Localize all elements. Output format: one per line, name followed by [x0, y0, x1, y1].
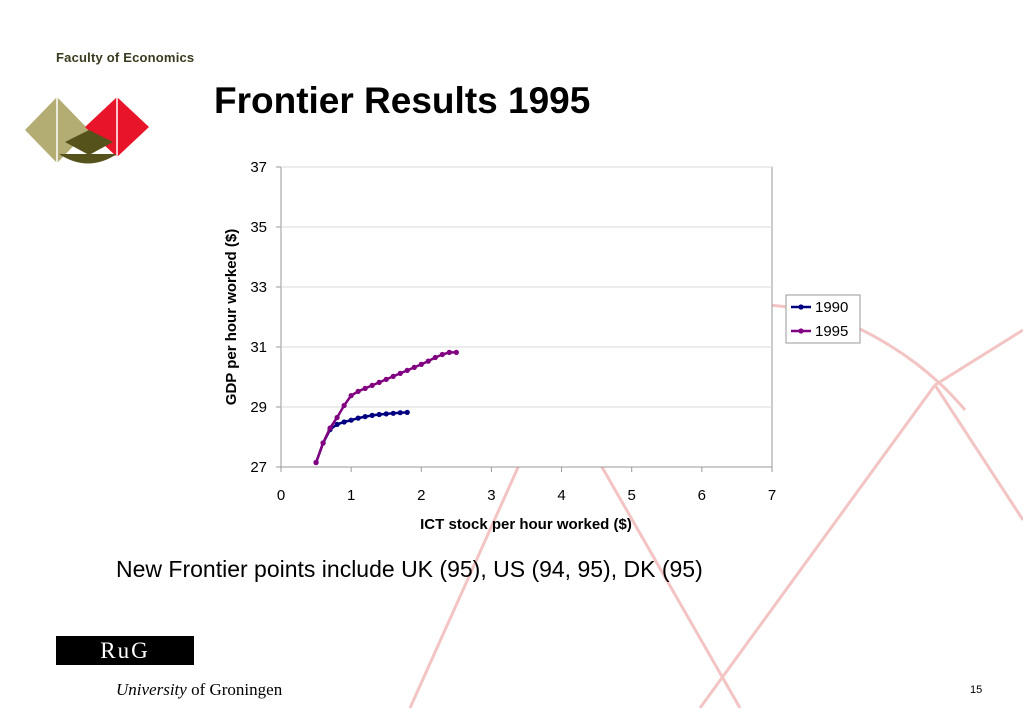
- caption-text: New Frontier points include UK (95), US …: [116, 556, 703, 582]
- data-point-1990: [334, 421, 340, 427]
- data-point-1995: [411, 364, 417, 370]
- page-number: 15: [970, 684, 983, 696]
- data-point-1995: [334, 414, 340, 421]
- legend-label: 1990: [815, 299, 848, 316]
- data-point-1990: [404, 409, 410, 415]
- faculty-logo: [25, 97, 149, 164]
- plot-area: [280, 166, 773, 468]
- legend-label: 1995: [815, 323, 848, 340]
- legend: 1990 1995: [785, 294, 861, 344]
- data-point-1995: [397, 370, 403, 376]
- data-point-1995: [432, 354, 438, 361]
- data-point-1995: [418, 361, 424, 367]
- y-tick-label: 33: [250, 279, 267, 296]
- university-name: University of Groningen: [116, 680, 282, 700]
- y-axis-ticks: 27 29 31 33 35 37: [250, 159, 281, 476]
- grid-lines: [281, 166, 772, 408]
- data-point-1990: [383, 411, 389, 417]
- legend-item-1990: 1990: [791, 299, 848, 316]
- series-group: [313, 349, 459, 466]
- y-axis-label: GDP per hour worked ($): [223, 229, 240, 405]
- data-point-1990: [369, 412, 375, 418]
- rug-logo-text: RuG: [100, 637, 150, 663]
- data-point-1995: [341, 402, 347, 409]
- data-point-1990: [362, 414, 368, 420]
- y-tick-label: 37: [250, 159, 267, 176]
- x-axis-label: ICT stock per hour worked ($): [420, 516, 632, 533]
- x-tick-label: 0: [277, 487, 285, 504]
- faculty-label: Faculty of Economics: [56, 50, 195, 65]
- data-point-1990: [348, 417, 354, 423]
- data-point-1990: [390, 410, 396, 416]
- x-tick-label: 3: [487, 487, 495, 504]
- data-point-1995: [355, 388, 361, 394]
- data-point-1990: [397, 410, 403, 416]
- legend-marker: [798, 304, 804, 310]
- legend-marker: [798, 328, 804, 334]
- y-tick-label: 31: [250, 339, 267, 356]
- x-axis-ticks: 0 1 2 3 4 5 6 7: [277, 467, 776, 504]
- data-point-1995: [320, 440, 326, 446]
- x-tick-label: 5: [628, 487, 636, 504]
- y-tick-label: 29: [250, 399, 267, 416]
- data-point-1995: [404, 367, 410, 373]
- legend-item-1995: 1995: [791, 323, 848, 340]
- data-point-1995: [390, 373, 396, 379]
- x-tick-label: 7: [768, 487, 776, 504]
- data-point-1995: [446, 349, 452, 355]
- university-word: University: [116, 680, 187, 699]
- data-point-1990: [355, 415, 361, 421]
- data-point-1990: [376, 411, 382, 418]
- data-point-1990: [341, 419, 347, 425]
- legend-box: [785, 294, 861, 344]
- x-tick-label: 2: [417, 487, 425, 504]
- data-point-1995: [383, 376, 389, 382]
- x-tick-label: 1: [347, 487, 355, 504]
- x-tick-label: 4: [557, 487, 565, 504]
- slide-title: Frontier Results 1995: [214, 80, 591, 121]
- x-tick-label: 6: [698, 487, 706, 504]
- university-rest: of Groningen: [186, 680, 283, 699]
- y-tick-label: 35: [250, 219, 267, 236]
- data-point-1995: [348, 393, 354, 399]
- data-point-1995: [313, 459, 319, 466]
- rug-logo: RuG: [56, 636, 194, 665]
- data-point-1995: [327, 425, 333, 431]
- series-1995: [313, 349, 459, 466]
- data-point-1995: [453, 349, 459, 355]
- data-point-1995: [425, 358, 431, 364]
- data-point-1995: [439, 351, 445, 358]
- data-point-1995: [369, 382, 375, 388]
- data-point-1995: [376, 379, 382, 385]
- y-tick-label: 27: [250, 459, 267, 476]
- data-point-1995: [362, 385, 368, 391]
